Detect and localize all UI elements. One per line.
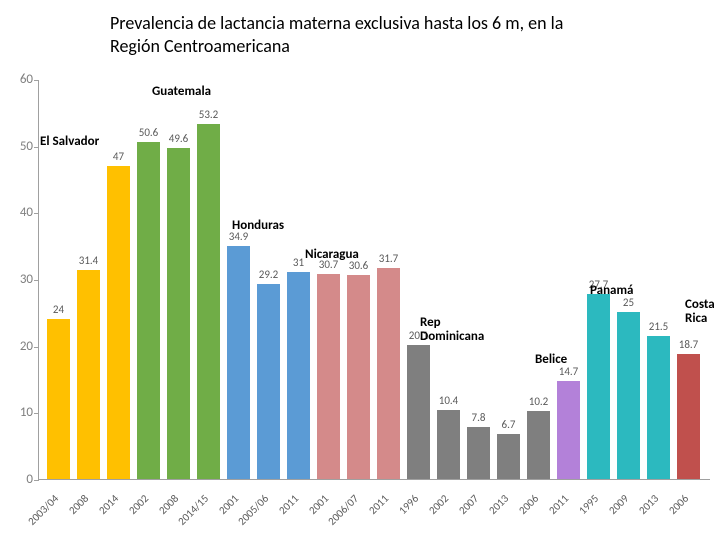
x-axis-label: 2011 bbox=[366, 492, 391, 517]
y-axis-tick-label: 0 bbox=[3, 472, 33, 487]
bar-value-label: 50.6 bbox=[139, 126, 159, 139]
x-axis-label: 2006 bbox=[516, 492, 541, 517]
country-group-label: El Salvador bbox=[40, 134, 99, 149]
bar: 24 bbox=[47, 319, 70, 479]
bar-value-label: 10.2 bbox=[529, 395, 549, 408]
x-axis-label: 2005/06 bbox=[235, 492, 271, 528]
bar-value-label: 49.6 bbox=[169, 132, 189, 145]
x-axis-label: 2003/04 bbox=[25, 492, 61, 528]
bar-value-label: 21.5 bbox=[649, 320, 669, 333]
bar-value-label: 10.4 bbox=[439, 394, 459, 407]
y-axis-tick bbox=[34, 347, 39, 348]
bar: 31 bbox=[287, 272, 310, 479]
bar: 53.2 bbox=[197, 124, 220, 479]
bar-value-label: 31 bbox=[293, 256, 304, 269]
bar: 25 bbox=[617, 312, 640, 479]
x-axis-label: 2001 bbox=[216, 492, 241, 517]
x-axis-label: 2014/15 bbox=[175, 492, 211, 528]
x-axis-label: 2006/07 bbox=[325, 492, 361, 528]
bar-value-label: 24 bbox=[53, 303, 64, 316]
y-axis-tick bbox=[34, 413, 39, 414]
y-axis-tick-label: 50 bbox=[3, 139, 33, 154]
bar: 10.4 bbox=[437, 410, 460, 479]
bar-value-label: 7.8 bbox=[472, 411, 486, 424]
bar: 30.6 bbox=[347, 275, 370, 479]
bar-value-label: 31.7 bbox=[379, 252, 399, 265]
bar: 18.7 bbox=[677, 354, 700, 479]
bar-value-label: 6.7 bbox=[502, 418, 516, 431]
bar-value-label: 18.7 bbox=[679, 338, 699, 351]
bar: 31.7 bbox=[377, 268, 400, 479]
bar: 21.5 bbox=[647, 336, 670, 479]
x-axis-label: 2006 bbox=[666, 492, 691, 517]
bar: 20.1 bbox=[407, 345, 430, 479]
country-group-label: Nicaragua bbox=[305, 247, 359, 262]
country-group-label: Guatemala bbox=[152, 84, 211, 99]
bar-value-label: 29.2 bbox=[259, 268, 279, 281]
bar: 50.6 bbox=[137, 142, 160, 479]
chart-title: Prevalencia de lactancia materna exclusi… bbox=[110, 12, 600, 57]
country-group-label: CostaRica bbox=[685, 298, 715, 327]
x-axis-label: 2001 bbox=[306, 492, 331, 517]
y-axis-tick bbox=[34, 80, 39, 81]
bar: 49.6 bbox=[167, 148, 190, 479]
bar: 29.2 bbox=[257, 284, 280, 479]
y-axis-tick-label: 20 bbox=[3, 339, 33, 354]
bar: 34.9 bbox=[227, 246, 250, 479]
x-axis-label: 2002 bbox=[126, 492, 151, 517]
y-axis-tick bbox=[34, 213, 39, 214]
x-axis-label: 2009 bbox=[606, 492, 631, 517]
x-axis-label: 2013 bbox=[636, 492, 661, 517]
bar-value-label: 25 bbox=[623, 296, 634, 309]
country-group-label: Belice bbox=[535, 352, 567, 367]
x-axis-label: 1996 bbox=[396, 492, 421, 517]
y-axis-tick-label: 40 bbox=[3, 205, 33, 220]
bar-value-label: 53.2 bbox=[199, 108, 219, 121]
bar: 27.7 bbox=[587, 294, 610, 479]
y-axis-tick-label: 10 bbox=[3, 405, 33, 420]
y-axis-tick bbox=[34, 280, 39, 281]
x-axis-label: 2011 bbox=[546, 492, 571, 517]
x-axis-label: 2002 bbox=[426, 492, 451, 517]
bar-value-label: 47 bbox=[113, 150, 124, 163]
bar: 31.4 bbox=[77, 270, 100, 479]
bar: 47 bbox=[107, 166, 130, 479]
x-axis-label: 2011 bbox=[276, 492, 301, 517]
x-axis-label: 2007 bbox=[456, 492, 481, 517]
chart-plot-area: 0102030405060242003/0431.4200847201450.6… bbox=[38, 80, 710, 480]
x-axis-label: 2008 bbox=[66, 492, 91, 517]
bar: 6.7 bbox=[497, 434, 520, 479]
x-axis-label: 2008 bbox=[156, 492, 181, 517]
y-axis-tick bbox=[34, 147, 39, 148]
bar: 14.7 bbox=[557, 381, 580, 479]
x-axis-label: 2013 bbox=[486, 492, 511, 517]
x-axis-label: 2014 bbox=[96, 492, 121, 517]
y-axis-tick-label: 30 bbox=[3, 272, 33, 287]
bar-value-label: 31.4 bbox=[79, 254, 99, 267]
country-group-label: Panamá bbox=[590, 283, 633, 298]
y-axis-tick-label: 60 bbox=[3, 72, 33, 87]
bar: 10.2 bbox=[527, 411, 550, 479]
x-axis-label: 1995 bbox=[576, 492, 601, 517]
bar: 7.8 bbox=[467, 427, 490, 479]
country-group-label: Honduras bbox=[232, 218, 284, 233]
country-group-label: RepDominicana bbox=[420, 316, 484, 345]
bar: 30.7 bbox=[317, 274, 340, 479]
y-axis-tick bbox=[34, 480, 39, 481]
